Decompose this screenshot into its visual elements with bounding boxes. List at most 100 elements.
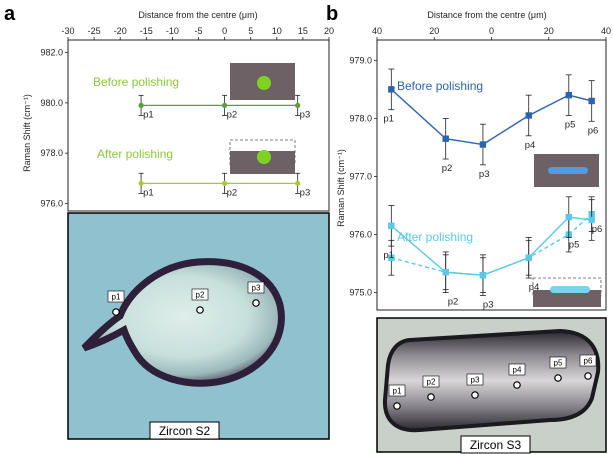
laser-line-icon [550, 286, 590, 293]
analysis-spot [554, 374, 562, 382]
panel-b-crystal-image: p1 p2 p3 p4 p5 p6 Zircon S3 [376, 317, 607, 454]
analysis-spot [252, 299, 260, 307]
x-tick-label: -30 [61, 26, 74, 36]
x-tick-label: -15 [140, 26, 153, 36]
panel-b-inset-before [534, 154, 599, 187]
panel-a-x-ticks: -30 -25 -20 -15 -10 -5 0 5 10 15 20 [61, 26, 334, 40]
data-point [565, 213, 572, 221]
x-tick-label: 40 [601, 26, 611, 36]
panel-b-x-ticks: 40 20 0 20 40 [372, 26, 611, 40]
point-label: p3 [300, 187, 311, 198]
grain-caption-box [149, 421, 220, 440]
spot-label-box [388, 384, 406, 397]
panel-a-letter: a [4, 3, 16, 25]
spot-label: p2 [196, 291, 205, 300]
data-point [479, 141, 487, 148]
point-label: p1 [383, 114, 394, 125]
spot-label: p1 [112, 293, 121, 302]
laser-spot-icon [257, 150, 271, 164]
panel-b-y-ticks: 975.0 976.0 977.0 978.0 979.0 [349, 55, 377, 298]
point-label: p1 [143, 187, 154, 198]
spot-label-box [247, 281, 265, 294]
grain-caption: Zircon S2 [159, 424, 211, 438]
point-label: p3 [483, 299, 494, 310]
series-line-after2 [391, 213, 593, 276]
y-tick-label: 977.0 [349, 171, 372, 181]
y-tick-label: 982.0 [40, 48, 63, 58]
spot-label-box [466, 373, 484, 386]
analysis-spot [393, 402, 401, 410]
panel-a-y-ticks: 976.0 978.0 980.0 982.0 [40, 48, 68, 208]
panel-a-series: p1 p2 p3 p1 p2 p3 [138, 94, 311, 198]
point-label: p2 [442, 163, 453, 174]
point-label: p3 [300, 109, 311, 120]
panel-b: b Distance from the centre (μm) Raman Sh… [326, 3, 611, 454]
point-label: p1 [383, 250, 394, 261]
laser-line-icon [548, 167, 588, 174]
point-label: p4 [529, 282, 540, 293]
panel-a-before-title: Before polishing [93, 75, 179, 89]
data-point [479, 271, 487, 279]
data-point [588, 97, 595, 105]
point-label: p5 [569, 239, 580, 250]
point-label: p6 [592, 224, 603, 235]
panel-b-inset-after [532, 277, 602, 307]
x-tick-label: 0 [222, 26, 227, 36]
spot-label-box [549, 356, 567, 369]
panel-a-inset-before [230, 63, 295, 100]
point-label: p2 [227, 109, 238, 120]
panel-a-spots: p1 p2 p3 [107, 281, 265, 316]
data-point [442, 135, 449, 142]
point-label: p3 [479, 169, 490, 180]
x-tick-label: 5 [248, 26, 253, 36]
data-point [388, 254, 395, 261]
analysis-spot [471, 391, 479, 399]
spot-label-box [191, 288, 209, 301]
panel-a-xlabel: Distance from the centre (μm) [138, 10, 257, 20]
panel-b-ylabel: Raman Shift (cm⁻¹) [336, 149, 346, 227]
point-label: p4 [525, 140, 536, 151]
panel-a-ylabel: Raman Shift (cm⁻¹) [22, 94, 32, 172]
data-point [388, 222, 395, 230]
data-point [442, 269, 449, 276]
point-label: p5 [565, 119, 576, 130]
y-tick-label: 978.0 [40, 148, 63, 158]
point-label: p2 [227, 187, 238, 198]
point-label: p1 [143, 109, 154, 120]
analysis-spot [584, 372, 592, 380]
point-label: p2 [448, 297, 459, 308]
data-point [295, 102, 301, 108]
data-point [388, 86, 395, 93]
x-tick-label: 40 [372, 26, 382, 36]
crystal-caption-box [460, 435, 531, 454]
x-tick-label: 0 [489, 26, 494, 36]
y-tick-label: 978.0 [349, 113, 372, 123]
x-tick-label: 10 [272, 26, 282, 36]
spot-label: p3 [471, 376, 480, 385]
y-tick-label: 980.0 [40, 98, 63, 108]
spot-label-box [579, 354, 597, 367]
laser-spot-icon [257, 76, 271, 90]
panel-a-after-title: After polishing [97, 147, 173, 161]
x-tick-label: -10 [166, 26, 179, 36]
panel-a-grain-image: p1 p2 p3 Zircon S2 [67, 212, 330, 440]
data-point [222, 102, 228, 108]
panel-a-inset-after [229, 139, 296, 174]
panel-b-before-title: Before polishing [397, 79, 483, 93]
x-tick-label: 20 [324, 26, 334, 36]
spot-label-box [508, 363, 526, 376]
spot-label: p5 [554, 359, 563, 368]
data-point [138, 102, 144, 108]
series-line-after [390, 216, 592, 276]
panel-b-spots: p1 p2 p3 p4 p5 p6 [388, 354, 597, 410]
y-tick-label: 975.0 [349, 288, 372, 298]
x-tick-label: 20 [544, 26, 554, 36]
data-point [588, 216, 595, 224]
data-point [525, 112, 532, 119]
x-tick-label: -20 [114, 26, 127, 36]
spot-label: p3 [252, 284, 261, 293]
panel-b-letter: b [326, 3, 338, 25]
panel-b-xlabel: Distance from the centre (μm) [427, 10, 546, 20]
panel-a: a Distance from the centre (μm) Raman Sh… [4, 3, 334, 440]
